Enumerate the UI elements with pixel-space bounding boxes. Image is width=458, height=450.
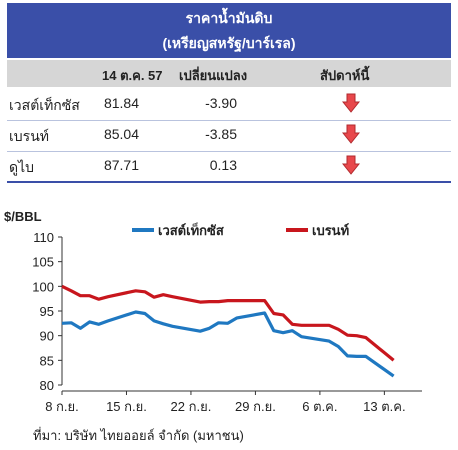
y-axis-label: $/BBL [4,209,42,224]
row-price: 81.84 [103,95,139,111]
table-row: เบรนท์ 85.04 -3.85 [7,120,451,150]
column-date: 14 ต.ค. 57 [102,68,163,83]
oil-price-chart: $/BBL 80 85 90 95 100 105 110 8 ก.ย. 15 ก.ย. 22 ก… [4,209,422,414]
y-tick-label: 90 [40,329,54,344]
row-change: -3.90 [205,95,237,111]
x-tick-label: 13 ต.ค. [363,399,405,414]
column-trend: สัปดาห์นี้ [320,68,370,83]
y-tick-label: 110 [33,230,54,245]
x-tick-label: 15 ก.ย. [106,399,147,414]
down-arrow-icon [341,155,361,178]
y-tick-label: 80 [40,378,54,393]
row-name: เวสต์เท็กซัส [9,97,80,113]
series-line [61,284,395,362]
table-subtitle: (เหรียญสหรัฐ/บาร์เรล) [162,35,296,51]
row-change: -3.85 [205,126,237,142]
chart-legend: เวสต์เท็กซัส เบรนท์ [132,221,349,238]
x-tick-label: 8 ก.ย. [45,399,79,414]
row-divider [7,151,451,152]
y-tick-label: 95 [40,304,54,319]
row-price: 87.71 [103,157,139,173]
x-tick-label: 22 ก.ย. [171,399,212,414]
down-arrow-icon [341,124,361,147]
table-title: ราคาน้ำมันดิบ [185,10,273,26]
table-header: ราคาน้ำมันดิบ (เหรียญสหรัฐ/บาร์เรล) [7,3,451,58]
y-tick-label: 105 [32,255,54,270]
series-line [61,310,395,378]
row-name: เบรนท์ [9,128,49,144]
row-name: ดูไบ [9,159,35,175]
legend-label: เบรนท์ [312,223,349,238]
x-tick-label: 6 ต.ค. [302,399,337,414]
table-bottom-border [7,181,451,183]
column-change: เปลี่ยนแปลง [179,68,248,83]
x-tick-label: 29 ก.ย. [235,399,276,414]
row-divider [7,120,451,121]
row-change: 0.13 [209,157,237,173]
row-price: 85.04 [103,126,139,142]
legend-label: เวสต์เท็กซัส [158,221,224,238]
down-arrow-icon [341,93,361,116]
source-note: ที่มา: บริษัท ไทยออยล์ จำกัด (มหาชน) [33,428,244,443]
table-column-header: 14 ต.ค. 57 เปลี่ยนแปลง สัปดาห์นี้ [7,60,451,87]
table-row: เวสต์เท็กซัส 81.84 -3.90 [7,89,451,119]
table-row: ดูไบ 87.71 0.13 [7,151,451,181]
y-tick-label: 100 [32,279,54,294]
y-tick-label: 85 [40,353,54,368]
